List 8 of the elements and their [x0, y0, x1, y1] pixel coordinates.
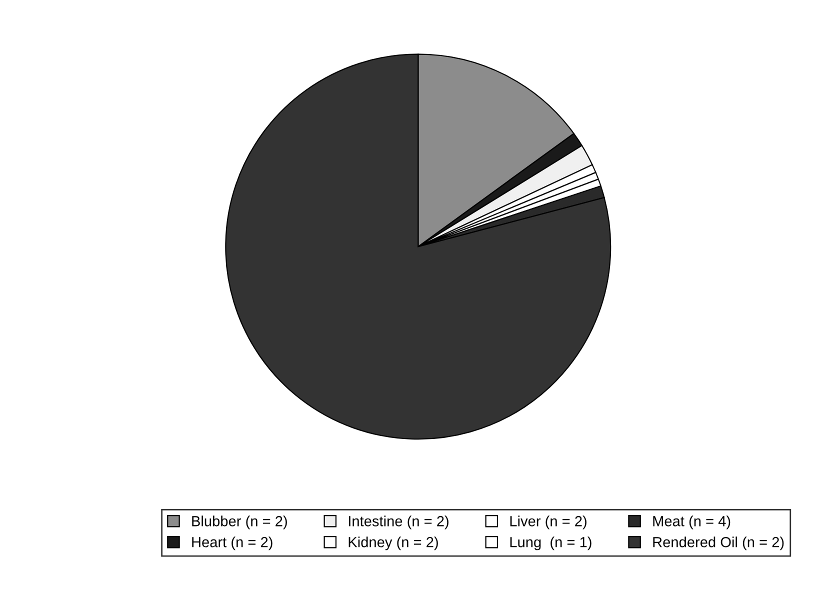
legend-label: Intestine (n = 2)	[348, 516, 448, 530]
legend-label: Lung (n = 1)	[510, 536, 592, 550]
legend-label: Rendered Oil (n = 2)	[653, 536, 784, 550]
legend-label: Blubber (n = 2)	[192, 516, 287, 530]
legend-label: Meat (n = 4)	[653, 516, 730, 530]
legend-label: Heart (n = 2)	[192, 536, 272, 550]
legend-label: Liver (n = 2)	[510, 516, 586, 530]
legend-label: Kidney (n = 2)	[348, 536, 438, 550]
